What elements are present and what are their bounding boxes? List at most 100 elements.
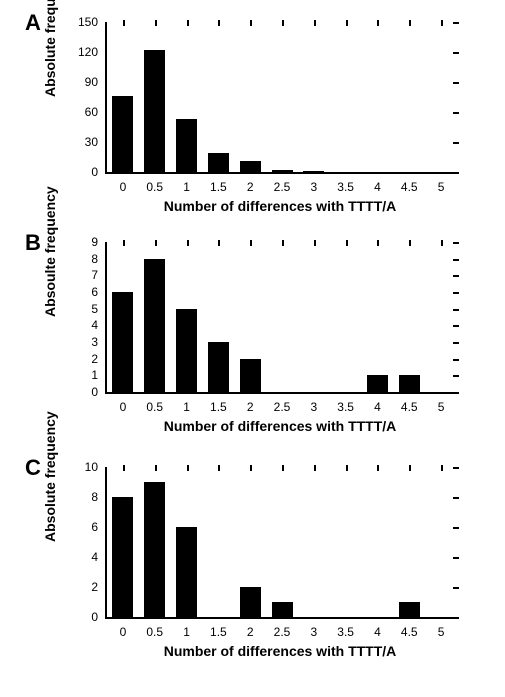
plot-area: 024681000.511.522.533.544.55 [105, 467, 457, 619]
xtick-label: 3 [310, 392, 317, 414]
bar [144, 482, 165, 617]
panel-label: B [25, 232, 41, 254]
xtick-label: 5 [438, 392, 445, 414]
xtick-mark [250, 240, 252, 246]
ytick-label: 4 [91, 550, 107, 564]
xtick-mark [218, 465, 220, 471]
xtick-label: 0.5 [146, 617, 163, 639]
ytick-mark [453, 309, 459, 311]
xtick-label: 3.5 [337, 617, 354, 639]
xtick-label: 2 [247, 392, 254, 414]
ytick-label: 5 [91, 302, 107, 316]
xtick-mark [187, 240, 189, 246]
ytick-mark [453, 82, 459, 84]
ytick-label: 120 [78, 45, 107, 59]
xtick-mark [155, 465, 157, 471]
panel-c: C024681000.511.522.533.544.55Absolute fr… [0, 445, 505, 697]
panel-label: A [25, 12, 41, 34]
bar [240, 587, 261, 617]
ytick-label: 10 [85, 460, 107, 474]
bar [240, 161, 261, 172]
ytick-mark [453, 259, 459, 261]
xtick-mark [377, 465, 379, 471]
xtick-label: 0.5 [146, 172, 163, 194]
xtick-mark [314, 20, 316, 26]
xtick-label: 1 [183, 617, 190, 639]
xtick-label: 0 [120, 392, 127, 414]
ytick-label: 30 [85, 135, 107, 149]
xtick-label: 2.5 [274, 392, 291, 414]
ytick-label: 60 [85, 105, 107, 119]
bar [208, 342, 229, 392]
xtick-label: 2.5 [274, 617, 291, 639]
xtick-label: 0 [120, 172, 127, 194]
xtick-mark [218, 20, 220, 26]
ytick-label: 9 [91, 235, 107, 249]
ytick-label: 0 [91, 610, 107, 624]
ytick-mark [453, 292, 459, 294]
xtick-mark [314, 240, 316, 246]
bar [399, 602, 420, 617]
xtick-mark [250, 20, 252, 26]
ytick-mark [453, 359, 459, 361]
xtick-label: 4 [374, 392, 381, 414]
xtick-label: 1.5 [210, 172, 227, 194]
ytick-mark [453, 142, 459, 144]
xtick-label: 5 [438, 617, 445, 639]
bar [112, 292, 133, 392]
xtick-mark [155, 20, 157, 26]
xtick-mark [346, 465, 348, 471]
ytick-mark [453, 392, 459, 394]
ytick-mark [453, 617, 459, 619]
plot-area: 030609012015000.511.522.533.544.55 [105, 22, 457, 174]
ytick-label: 7 [91, 268, 107, 282]
ytick-label: 150 [78, 15, 107, 29]
bar [176, 527, 197, 617]
ytick-mark [453, 325, 459, 327]
xtick-mark [123, 240, 125, 246]
xtick-mark [282, 240, 284, 246]
plot-area: 012345678900.511.522.533.544.55 [105, 242, 457, 394]
xtick-label: 5 [438, 172, 445, 194]
bar [144, 50, 165, 172]
x-axis-label: Number of differences with TTTT/A [164, 643, 397, 659]
ytick-mark [453, 275, 459, 277]
ytick-label: 2 [91, 580, 107, 594]
xtick-label: 2 [247, 172, 254, 194]
xtick-label: 4.5 [401, 172, 418, 194]
xtick-label: 3.5 [337, 172, 354, 194]
xtick-mark [346, 240, 348, 246]
xtick-label: 0.5 [146, 392, 163, 414]
xtick-mark [250, 465, 252, 471]
ytick-mark [453, 527, 459, 529]
xtick-label: 1 [183, 392, 190, 414]
xtick-label: 1 [183, 172, 190, 194]
ytick-mark [453, 22, 459, 24]
ytick-mark [453, 557, 459, 559]
xtick-label: 1.5 [210, 392, 227, 414]
x-axis-label: Number of differences with TTTT/A [164, 198, 397, 214]
ytick-label: 1 [91, 368, 107, 382]
xtick-mark [441, 20, 443, 26]
ytick-mark [453, 497, 459, 499]
ytick-label: 8 [91, 490, 107, 504]
x-axis-label: Number of differences with TTTT/A [164, 418, 397, 434]
xtick-label: 4.5 [401, 392, 418, 414]
bar [112, 96, 133, 172]
xtick-mark [441, 465, 443, 471]
xtick-mark [377, 240, 379, 246]
ytick-mark [453, 52, 459, 54]
bar [367, 375, 388, 392]
xtick-label: 3.5 [337, 392, 354, 414]
ytick-mark [453, 375, 459, 377]
ytick-label: 2 [91, 352, 107, 366]
ytick-mark [453, 172, 459, 174]
xtick-label: 3 [310, 617, 317, 639]
ytick-mark [453, 342, 459, 344]
xtick-mark [314, 465, 316, 471]
ytick-mark [453, 467, 459, 469]
xtick-mark [218, 240, 220, 246]
figure: { "figure": { "width_px": 505, "height_p… [0, 0, 505, 697]
ytick-label: 6 [91, 285, 107, 299]
xtick-label: 0 [120, 617, 127, 639]
